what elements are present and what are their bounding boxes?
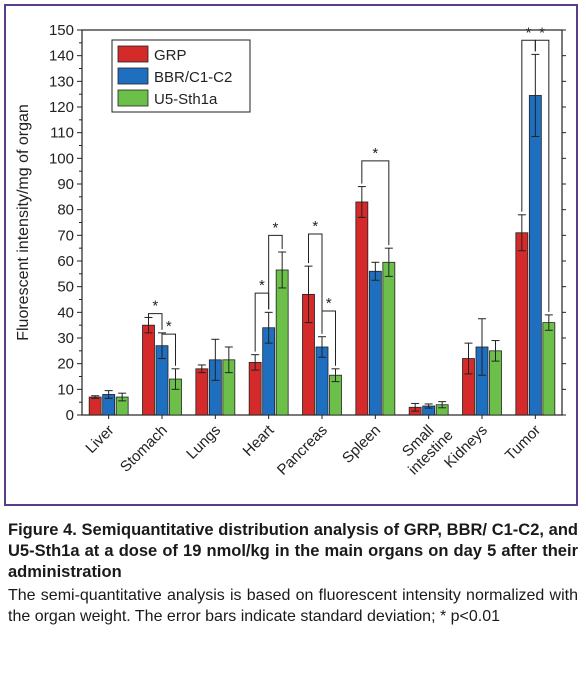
bar-grp [142, 324, 155, 416]
legend-label: GRP [154, 47, 187, 64]
y-tick-label: 60 [57, 253, 74, 270]
significance-star: * [152, 298, 158, 315]
figure-caption: Figure 4. Semiquantitative distribution … [8, 520, 578, 627]
y-tick-label: 30 [57, 330, 74, 347]
legend-swatch [117, 67, 149, 85]
bar-grp [355, 201, 369, 416]
significance-bracket [268, 234, 283, 310]
y-axis-label: Fluorescent intensity/mg of organ [15, 104, 32, 341]
y-tick-label: 150 [49, 22, 74, 39]
y-tick-label: 40 [57, 304, 74, 321]
bar-u5-sth1a [275, 269, 289, 416]
bar-chart: 0 10 20 30 40 50 60 70 80 90 100 110 120 130 140 150 Flu… [15, 22, 566, 479]
significance-star: * [312, 218, 318, 235]
bar-grp [195, 368, 209, 416]
bar-bbr-c1-c2 [528, 95, 542, 416]
significance-bracket [321, 310, 336, 366]
significance-star: * [526, 24, 532, 41]
y-tick-label: 70 [57, 227, 74, 244]
y-tick-label: 110 [50, 125, 74, 142]
legend-swatch [117, 45, 149, 63]
significance-bracket [161, 333, 176, 366]
y-tick-label: 20 [57, 356, 74, 373]
x-tick-label: Heart [240, 421, 279, 460]
x-tick-label: Smallintestine [393, 415, 457, 479]
y-tick-label: 130 [49, 73, 74, 90]
bar-u5-sth1a [542, 322, 556, 416]
y-tick-label: 120 [49, 99, 74, 116]
x-tick-label: Liver [82, 422, 117, 457]
bar-grp [515, 232, 529, 416]
significance-star: * [372, 145, 378, 162]
significance-star: * [166, 318, 172, 335]
y-tick-label: 50 [57, 279, 74, 296]
significance-star: * [539, 24, 545, 41]
legend-label: U5-Sth1a [154, 91, 218, 108]
figure-frame: 0 10 20 30 40 50 60 70 80 90 100 110 120 130 140 150 Flu… [4, 4, 578, 506]
x-tick-label: Pancreas [274, 422, 331, 479]
caption-title: Figure 4. Semiquantitative distribution … [8, 521, 578, 581]
bar-u5-sth1a [382, 261, 396, 416]
y-tick-label: 80 [57, 202, 74, 219]
bar-grp [88, 396, 102, 416]
y-tick-label: 100 [49, 150, 74, 167]
significance-bracket [534, 39, 550, 312]
significance-star: * [259, 277, 265, 294]
significance-star: * [272, 219, 278, 236]
x-tick-label: Spleen [339, 422, 384, 467]
significance-bracket [148, 313, 163, 330]
legend-swatch [117, 89, 149, 107]
legend-label: BBR/C1-C2 [154, 69, 232, 86]
significance-star: * [326, 295, 332, 312]
x-tick-label: Tumor [502, 422, 544, 464]
bar-bbr-c1-c2 [368, 270, 382, 416]
y-tick-label: 90 [57, 176, 74, 193]
x-tick-label: Stomach [117, 422, 171, 476]
significance-bracket [361, 160, 390, 246]
caption-text: The semi-quantitative analysis is based … [8, 587, 578, 625]
x-tick-label: Lungs [183, 422, 224, 463]
y-tick-label: 0 [66, 407, 74, 424]
y-tick-label: 10 [57, 381, 74, 398]
y-tick-label: 140 [49, 48, 74, 65]
significance-bracket [308, 233, 323, 334]
